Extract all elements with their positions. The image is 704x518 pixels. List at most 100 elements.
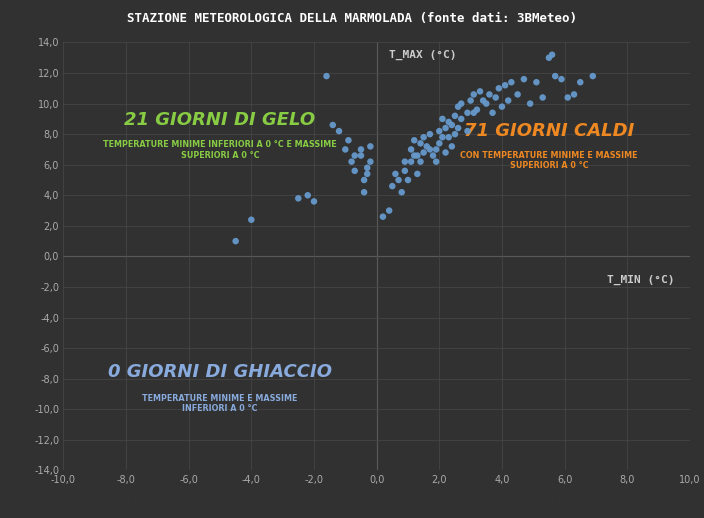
Point: [393, 176, 404, 184]
Point: [421, 142, 432, 151]
Point: [302, 191, 313, 199]
Point: [434, 139, 445, 148]
Point: [468, 90, 479, 98]
Point: [531, 78, 542, 87]
Point: [396, 188, 408, 196]
Point: [518, 75, 529, 83]
Point: [449, 130, 460, 138]
Point: [434, 127, 445, 135]
Point: [308, 197, 320, 206]
Point: [477, 96, 489, 105]
Point: [418, 148, 429, 156]
Text: 71 GIORNI CALDI: 71 GIORNI CALDI: [464, 122, 634, 140]
Text: T_MAX (°C): T_MAX (°C): [389, 50, 457, 60]
Point: [443, 133, 454, 141]
Point: [365, 157, 376, 166]
Point: [334, 127, 345, 135]
Point: [505, 78, 517, 87]
Point: [415, 157, 426, 166]
Point: [358, 176, 370, 184]
Text: T_MIN (°C): T_MIN (°C): [607, 275, 674, 285]
Point: [356, 146, 367, 154]
Point: [425, 130, 436, 138]
Point: [343, 136, 354, 145]
Point: [568, 90, 579, 98]
Point: [587, 72, 598, 80]
Point: [436, 133, 448, 141]
Point: [546, 51, 558, 59]
Point: [230, 237, 241, 246]
Point: [408, 151, 420, 160]
Point: [358, 188, 370, 196]
Point: [399, 167, 410, 175]
Point: [321, 72, 332, 80]
Point: [446, 142, 458, 151]
Point: [453, 103, 464, 111]
Point: [543, 54, 555, 62]
Point: [462, 127, 473, 135]
Point: [427, 151, 439, 160]
Point: [412, 170, 423, 178]
Point: [465, 96, 476, 105]
Point: [512, 90, 523, 98]
Point: [487, 109, 498, 117]
Text: Fig. 3 – Distribuzione cartesiana dei giorni estivi 2022 in base alle temperatur: Fig. 3 – Distribuzione cartesiana dei gi…: [88, 493, 616, 506]
Point: [455, 115, 467, 123]
Point: [474, 87, 486, 95]
Point: [403, 176, 414, 184]
Point: [293, 194, 304, 203]
Point: [468, 109, 479, 117]
Point: [496, 103, 508, 111]
Point: [556, 75, 567, 83]
Point: [340, 146, 351, 154]
Point: [443, 118, 454, 126]
Point: [562, 93, 573, 102]
Point: [440, 148, 451, 156]
Point: [356, 151, 367, 160]
Point: [349, 167, 360, 175]
Point: [349, 151, 360, 160]
Text: CON TEMPERATURE MINIME E MASSIME
SUPERIORI A 0 °C: CON TEMPERATURE MINIME E MASSIME SUPERIO…: [460, 151, 638, 170]
Point: [365, 142, 376, 151]
Point: [412, 151, 423, 160]
Point: [406, 157, 417, 166]
Point: [490, 93, 501, 102]
Point: [484, 90, 495, 98]
Point: [537, 93, 548, 102]
Text: STAZIONE METEOROLOGICA DELLA MARMOLADA (fonte dati: 3BMeteo): STAZIONE METEOROLOGICA DELLA MARMOLADA (…: [127, 12, 577, 25]
Point: [574, 78, 586, 87]
Point: [524, 99, 536, 108]
Text: 0 GIORNI DI GHIACCIO: 0 GIORNI DI GHIACCIO: [108, 364, 332, 381]
Point: [481, 99, 492, 108]
Point: [462, 109, 473, 117]
Point: [390, 170, 401, 178]
Point: [431, 157, 442, 166]
Point: [503, 96, 514, 105]
Point: [377, 212, 389, 221]
Point: [415, 139, 426, 148]
Point: [436, 115, 448, 123]
Point: [406, 146, 417, 154]
Text: 21 GIORNI DI GELO: 21 GIORNI DI GELO: [125, 111, 315, 129]
Text: TEMPERATURE MINIME E MASSIME
INFERIORI A 0 °C: TEMPERATURE MINIME E MASSIME INFERIORI A…: [142, 394, 298, 413]
Point: [327, 121, 339, 129]
Point: [425, 146, 436, 154]
Point: [408, 136, 420, 145]
Point: [399, 157, 410, 166]
Point: [440, 124, 451, 132]
Point: [362, 170, 373, 178]
Point: [446, 121, 458, 129]
Point: [455, 99, 467, 108]
Point: [246, 215, 257, 224]
Point: [550, 72, 561, 80]
Point: [431, 146, 442, 154]
Point: [494, 84, 505, 93]
Point: [384, 206, 395, 214]
Point: [346, 157, 357, 166]
Point: [418, 133, 429, 141]
Text: TEMPERATURE MINIME INFERIORI A 0 °C E MASSIME
SUPERIORI A 0 °C: TEMPERATURE MINIME INFERIORI A 0 °C E MA…: [103, 140, 337, 160]
Point: [449, 112, 460, 120]
Point: [386, 182, 398, 190]
Point: [453, 124, 464, 132]
Point: [471, 106, 482, 114]
